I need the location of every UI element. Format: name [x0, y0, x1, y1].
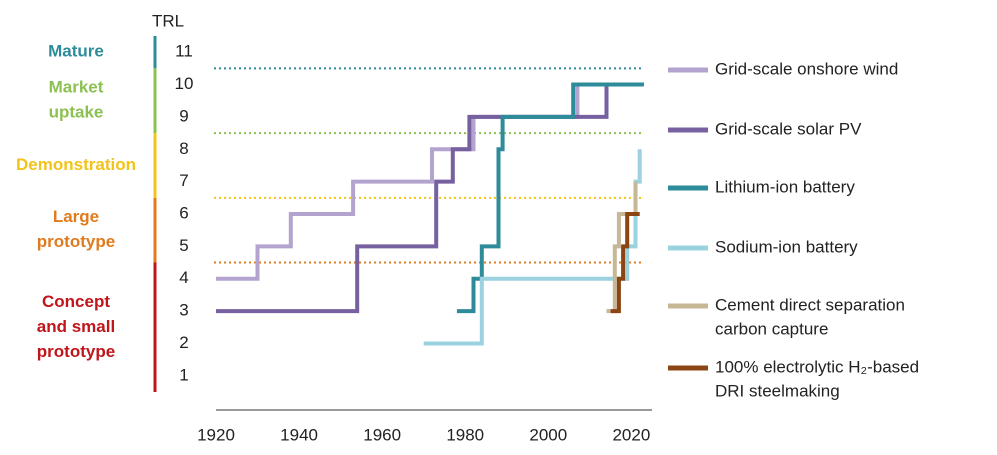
y-axis-title: TRL — [152, 11, 184, 30]
y-tick-label: 10 — [175, 74, 194, 93]
category-label: Market — [49, 78, 104, 97]
y-tick-label: 8 — [179, 139, 188, 158]
category-label: and small — [37, 317, 115, 336]
x-tick-label: 2000 — [529, 425, 567, 444]
legend-label: DRI steelmaking — [715, 381, 840, 400]
y-tick-label: 3 — [179, 301, 188, 320]
legend-label: Sodium-ion battery — [715, 237, 858, 256]
x-tick-label: 1980 — [446, 425, 484, 444]
category-label: prototype — [37, 342, 115, 361]
x-tick-label: 1920 — [197, 425, 235, 444]
series-line-2 — [456, 82, 644, 314]
x-tick-label: 1960 — [363, 425, 401, 444]
x-tick-label: 2020 — [612, 425, 650, 444]
y-tick-label: 4 — [179, 268, 188, 287]
category-label: Concept — [42, 292, 110, 311]
legend-label: Lithium-ion battery — [715, 177, 855, 196]
legend-label: 100% electrolytic H₂-based — [715, 357, 919, 376]
y-tick-label: 5 — [179, 236, 188, 255]
y-tick-label: 9 — [179, 106, 188, 125]
category-label: prototype — [37, 232, 115, 251]
category-label: uptake — [49, 103, 104, 122]
category-label: Large — [53, 207, 99, 226]
series-line-5 — [610, 212, 640, 314]
y-tick-label: 11 — [175, 42, 193, 61]
legend-label: Grid-scale onshore wind — [715, 59, 898, 78]
y-tick-label: 6 — [179, 203, 188, 222]
series-line-1 — [216, 82, 644, 314]
series-line-0 — [216, 82, 644, 281]
category-label: Demonstration — [16, 155, 136, 174]
x-tick-label: 1940 — [280, 425, 318, 444]
y-tick-label: 1 — [179, 365, 188, 384]
category-label: Mature — [48, 42, 104, 61]
series-line-3 — [423, 149, 642, 346]
legend-label: Cement direct separation — [715, 295, 905, 314]
y-tick-label: 2 — [179, 333, 188, 352]
y-tick-label: 7 — [179, 171, 188, 190]
legend-label: carbon capture — [715, 319, 828, 338]
legend-label: Grid-scale solar PV — [715, 119, 862, 138]
